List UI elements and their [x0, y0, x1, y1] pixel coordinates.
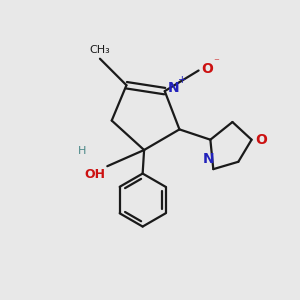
Text: CH₃: CH₃ — [90, 45, 110, 55]
Text: O: O — [201, 62, 213, 76]
Text: N: N — [203, 152, 215, 166]
Text: ⁻: ⁻ — [213, 57, 219, 67]
Text: H: H — [78, 146, 86, 157]
Text: N: N — [168, 81, 179, 95]
Text: +: + — [178, 75, 186, 85]
Text: OH: OH — [85, 168, 106, 181]
Text: O: O — [255, 133, 267, 147]
